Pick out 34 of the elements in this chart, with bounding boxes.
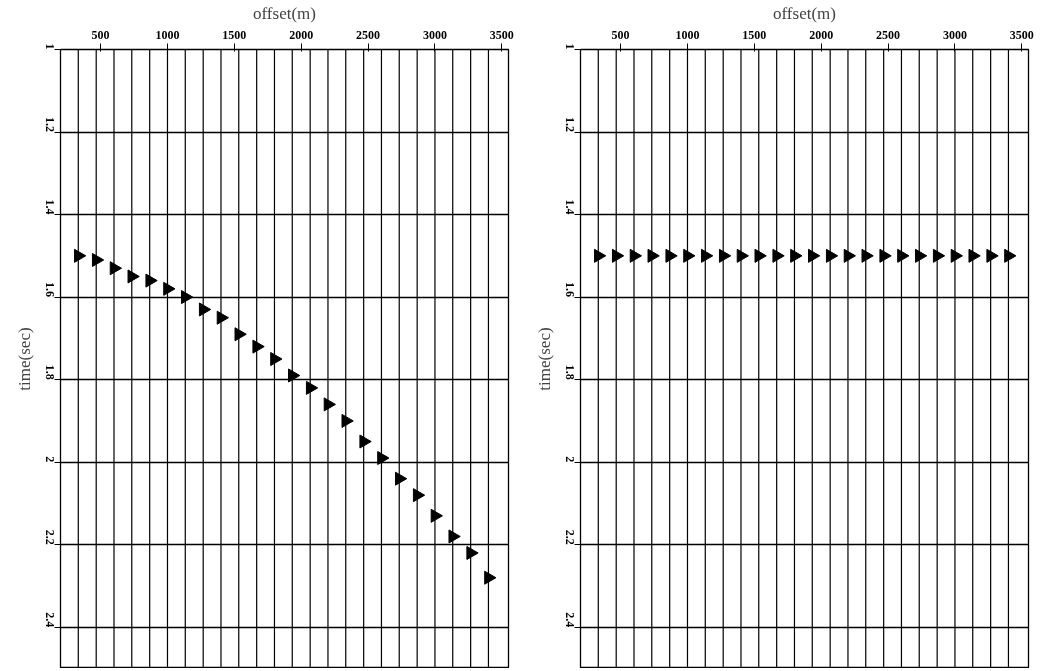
x-axis-title: offset(m) <box>253 3 316 23</box>
y-tick-label: 2.4 <box>42 612 57 628</box>
x-tick-label: 3500 <box>1009 27 1034 42</box>
y-tick-label: 2.4 <box>562 612 577 628</box>
x-tick-label: 2000 <box>809 27 834 42</box>
x-tick-label: 3000 <box>942 27 967 42</box>
y-tick-label: 1.8 <box>562 364 577 380</box>
y-tick-label: 1 <box>562 43 577 50</box>
y-tick-label: 1.2 <box>562 117 577 133</box>
y-tick-label: 2 <box>562 456 577 463</box>
y-axis-title: time(sec) <box>14 327 34 391</box>
y-tick-label: 1.2 <box>42 117 57 133</box>
x-tick-label: 1500 <box>222 27 247 42</box>
x-tick-label: 500 <box>91 27 110 42</box>
x-tick-label: 1500 <box>742 27 767 42</box>
x-tick-label: 2500 <box>356 27 381 42</box>
y-axis-title: time(sec) <box>534 327 554 391</box>
y-tick-label: 1 <box>42 43 57 50</box>
y-tick-label: 1.6 <box>42 282 57 298</box>
y-tick-label: 2.2 <box>562 529 577 545</box>
x-tick-label: 3000 <box>422 27 447 42</box>
x-tick-label: 500 <box>611 27 630 42</box>
y-tick-label: 1.6 <box>562 282 577 298</box>
x-tick-label: 2000 <box>289 27 314 42</box>
x-axis-title: offset(m) <box>773 3 836 23</box>
x-tick-label: 3500 <box>489 27 514 42</box>
x-tick-label: 1000 <box>155 27 180 42</box>
x-tick-label: 2500 <box>876 27 901 42</box>
y-tick-label: 1.4 <box>42 199 57 215</box>
y-tick-label: 1.8 <box>42 364 57 380</box>
y-tick-label: 2.2 <box>42 529 57 545</box>
y-tick-label: 1.4 <box>562 199 577 215</box>
x-tick-label: 1000 <box>675 27 700 42</box>
y-tick-label: 2 <box>42 456 57 463</box>
